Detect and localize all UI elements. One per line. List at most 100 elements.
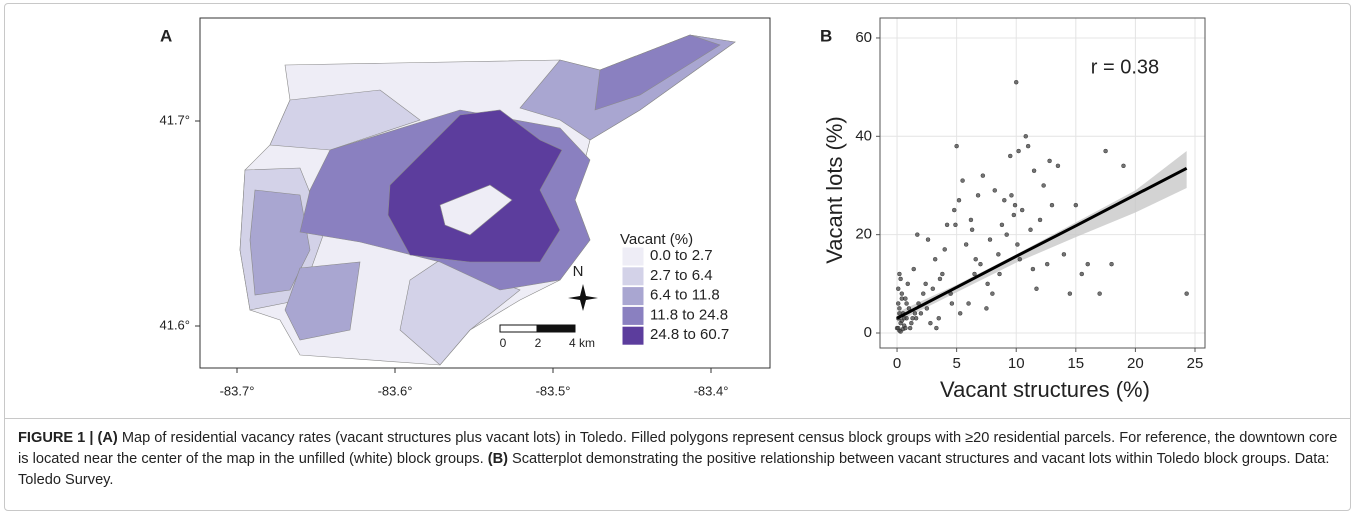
y-tick-label: 20 [855,226,872,243]
x-tick-label: -83.5° [536,383,571,398]
x-tick-label: 10 [1008,355,1025,372]
point [958,311,963,316]
x-tick-label: -83.7° [220,383,255,398]
point [968,217,974,223]
point [1097,291,1102,296]
legend-label: 0.0 to 2.7 [650,247,713,264]
legend-label: 6.4 to 11.8 [650,287,720,304]
point [1055,163,1061,169]
point [907,325,913,331]
block-groups [249,189,311,296]
point [972,271,977,277]
point [1028,227,1033,232]
point [1067,291,1073,296]
point [984,306,989,311]
point [954,143,959,149]
y-axis-label: Vacant lots (%) [822,116,847,264]
point [942,247,947,252]
legend-label: 2.7 to 6.4 [650,267,713,284]
point [949,301,955,306]
point [896,325,901,331]
point [1030,266,1036,272]
point [973,257,978,262]
scale-bar [499,324,538,333]
legend: 0.0 to 2.7 2.7 to 6.4 6.4 to 11.8 11.8 to 2… [621,246,729,346]
point [1079,271,1084,277]
legend-swatch [621,246,645,267]
point [1004,232,1009,237]
point [997,271,1002,277]
scale-label: 4 km [569,336,595,350]
x-tick-label: -83.6° [378,383,413,398]
block-groups [284,261,361,341]
block-groups [399,259,521,366]
caption: FIGURE 1 | (A) Map of residential vacanc… [18,428,1343,491]
caption-text: (B) [487,451,508,467]
x-axis-label: Vacant structures (%) [940,377,1150,402]
point [918,311,924,316]
caption-text: Scatterplot demonstrating the positive r… [18,451,1330,488]
point [910,316,915,321]
point [963,242,969,247]
point [996,252,1001,257]
point [1049,202,1055,208]
point [975,193,981,198]
x-tick-label: 20 [1127,355,1144,372]
scale-label: 2 [535,336,542,350]
point [1121,163,1126,169]
point [956,198,962,203]
point [903,325,908,331]
caption-divider [4,418,1351,419]
block-groups [387,109,563,263]
point [1025,143,1031,149]
point [898,276,903,282]
point [911,266,916,272]
point [930,286,935,291]
point [912,311,918,316]
panel-label: B [820,26,832,45]
caption-text: Map of residential vacancy rates (vacant… [18,430,1338,467]
point [905,281,910,287]
point [1061,252,1067,257]
block-groups [594,34,721,111]
scale-bar [536,324,576,333]
trend-line [896,166,1188,320]
panel-label: A [160,26,172,45]
point [952,207,957,213]
block-groups [269,89,421,151]
point [1009,193,1014,198]
point [1085,261,1090,267]
y-tick-label: 41.6° [159,317,190,332]
point [1019,207,1025,213]
caption-text: FIGURE 1 | (A) [18,430,118,446]
figure: A N 0 2 4 km Vacant (%) 0.0 to 2.7 2.7 to… [159,17,1206,402]
point [1103,148,1108,154]
x-tick-label: 0 [893,355,901,372]
point [925,237,931,242]
point [940,271,945,277]
point [966,301,971,306]
point [896,286,901,291]
point [1008,153,1013,159]
point [1047,158,1052,164]
point [960,178,965,183]
annotation: r = 0.38 [1091,56,1159,78]
point [899,296,905,301]
point [1031,168,1037,173]
point [992,188,997,193]
point [1037,217,1043,223]
point [980,173,986,178]
point [1109,261,1114,267]
point [936,316,941,321]
plot-border [879,17,1206,349]
point [1023,134,1028,139]
point [932,257,938,262]
point [934,325,939,331]
y-tick-label: 60 [855,29,872,46]
point [921,291,926,296]
legend-swatch [621,325,645,346]
north-label: N [573,263,584,280]
point [928,320,933,326]
point [899,291,905,296]
figure-frame [4,3,1351,511]
